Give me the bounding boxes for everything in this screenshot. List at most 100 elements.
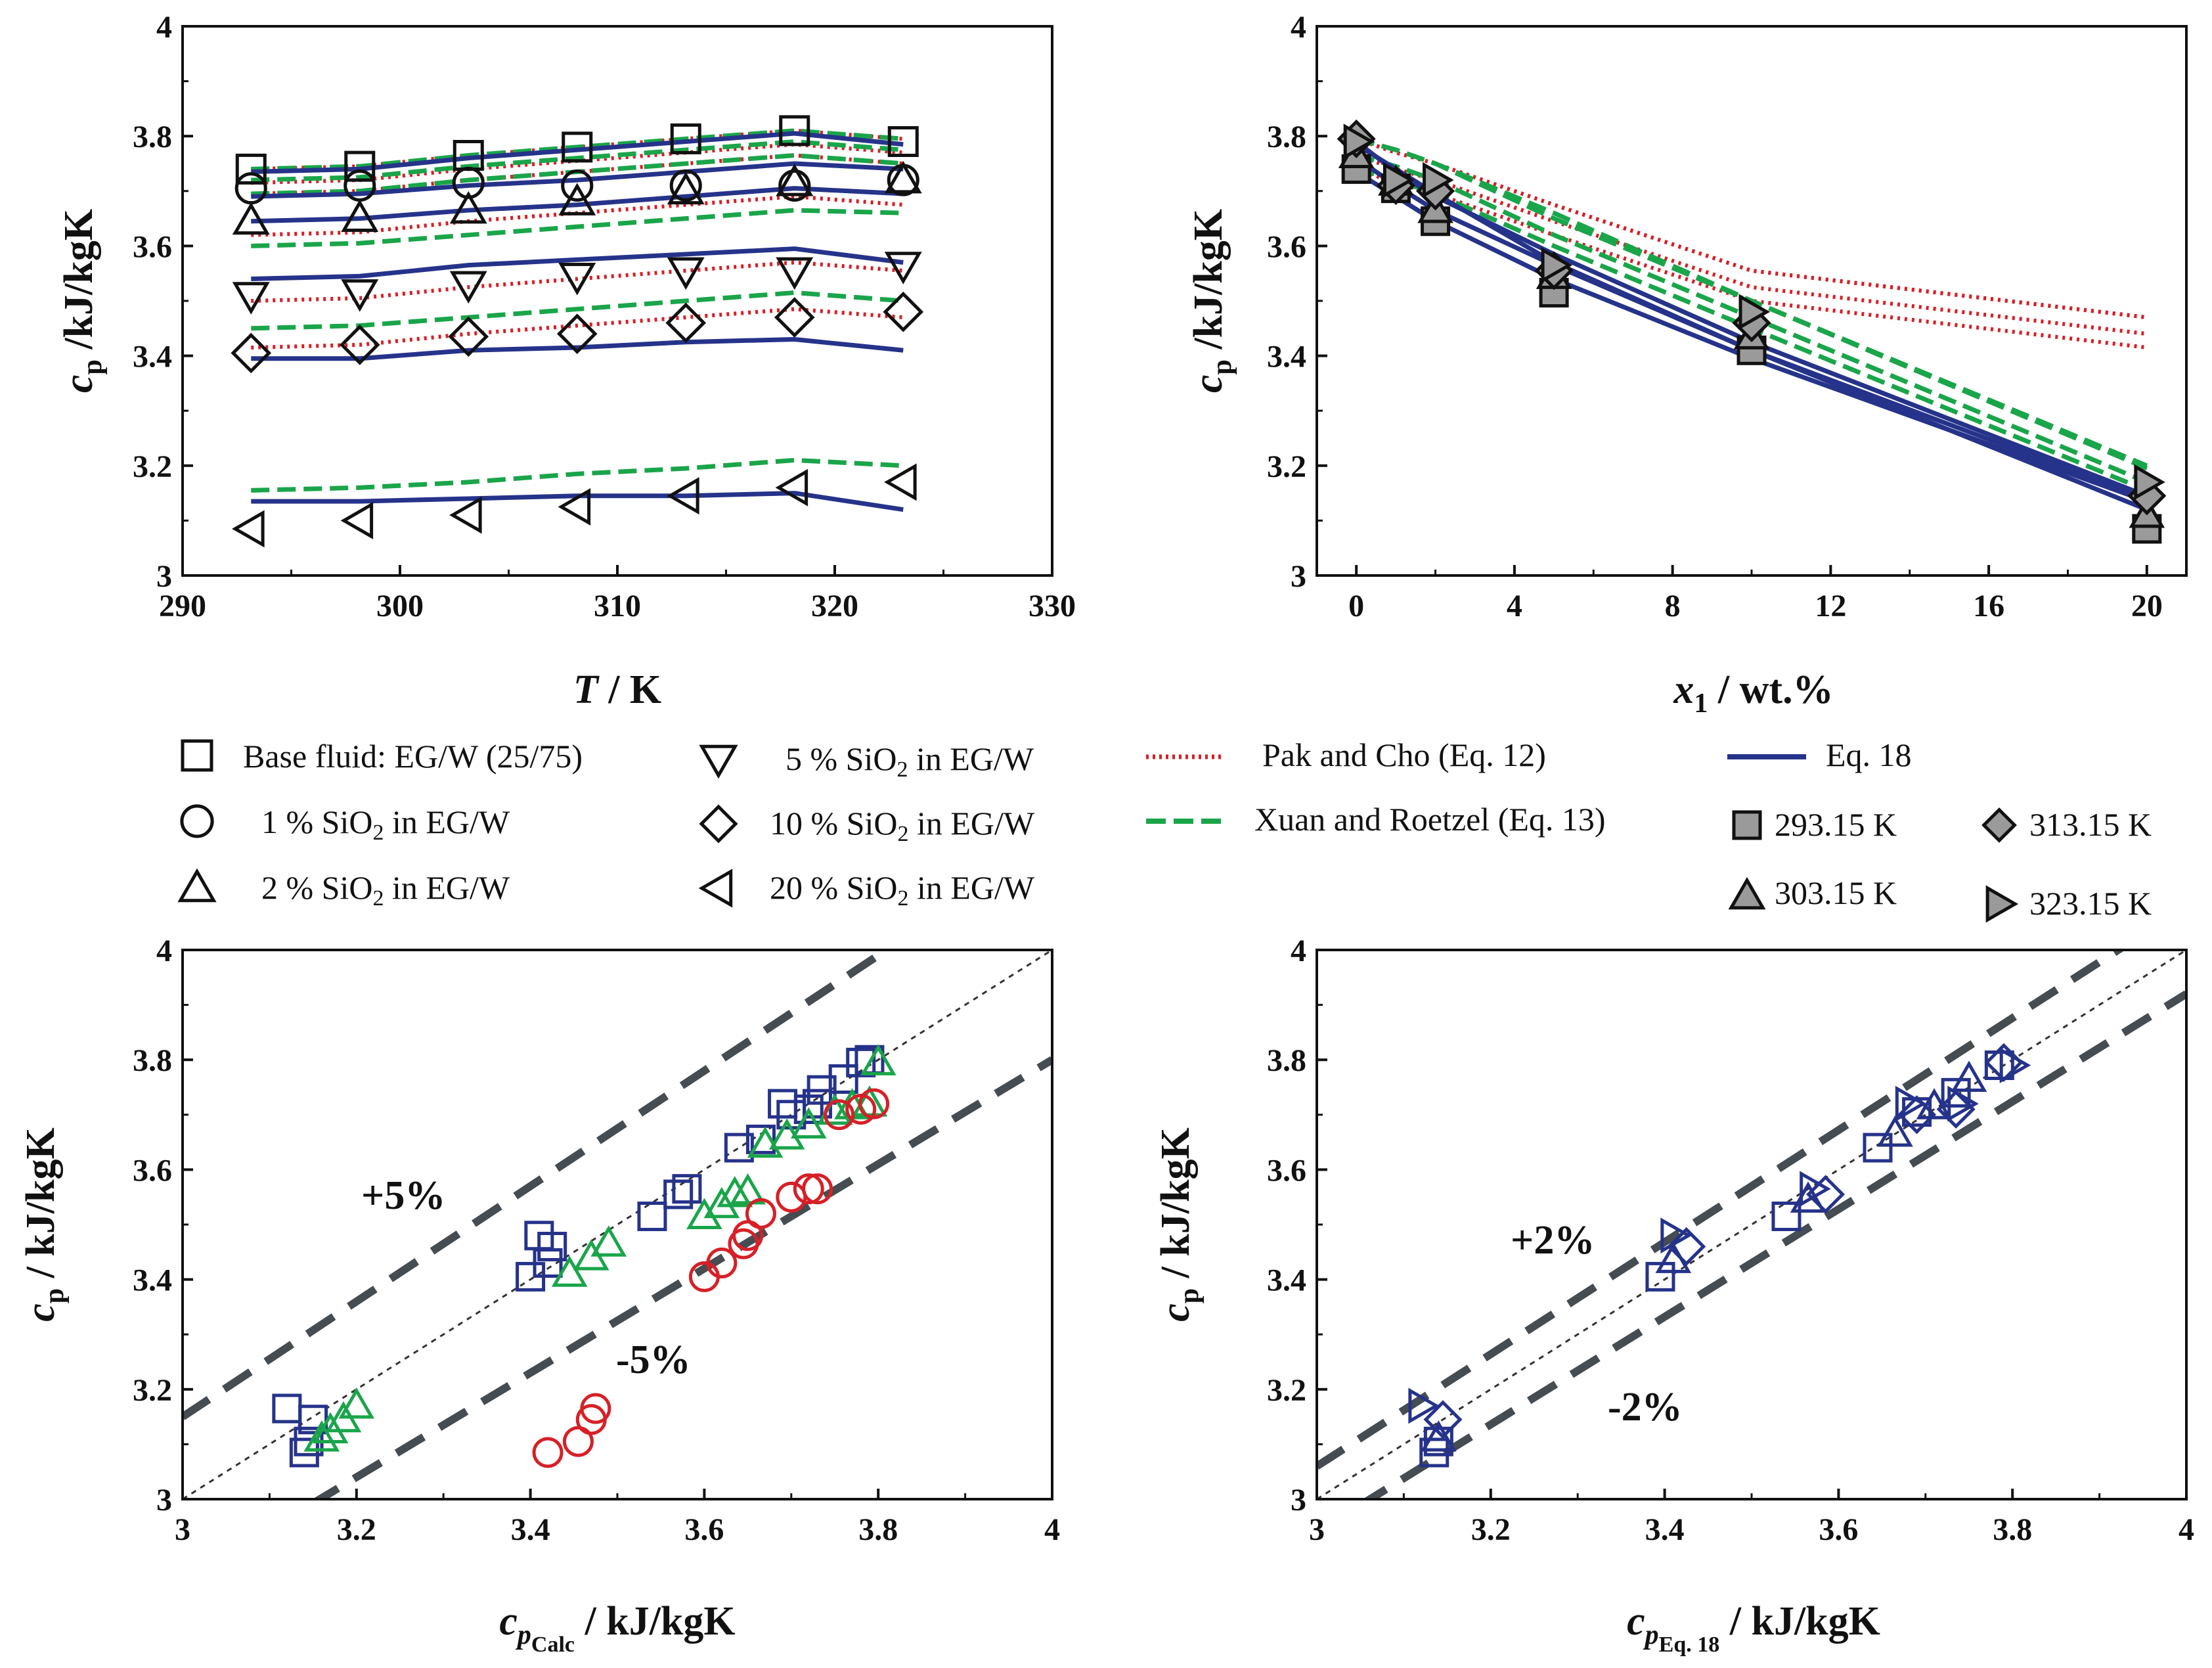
- legend-2pct: 2 % SiO2 in EG/W: [261, 869, 510, 911]
- marker-diamond-0: [231, 332, 272, 374]
- legend-icon-square: [181, 739, 213, 772]
- marker-triangle-left-2: [449, 496, 482, 534]
- parity-marker-triangle-right-2: [1800, 1171, 1831, 1207]
- parity-marker-circle-5: [706, 1248, 738, 1279]
- tl-xtick-label: 300: [376, 589, 424, 623]
- marker-diamond-6: [883, 291, 924, 332]
- parity-marker-triangle-up-12: [768, 1118, 805, 1150]
- tl-xtick-label: 320: [811, 589, 858, 623]
- marker-triangle-right-filled-3: [1541, 247, 1573, 283]
- tr-ytick-label: 3.4: [1267, 340, 1306, 374]
- tl-ylabel: cp /kJ/kgK: [56, 209, 108, 393]
- parity-marker-square-13: [768, 1089, 798, 1119]
- pak-line-4: [251, 260, 904, 303]
- tr-ytick-label: 3: [1291, 559, 1306, 594]
- bl-ytick-label: 3.6: [133, 1153, 172, 1188]
- tr-ytick-label: 3.6: [1267, 229, 1306, 264]
- xuan-line-0: [251, 128, 904, 171]
- bl-ytick-label: 3.2: [133, 1373, 172, 1408]
- parity-marker-square-9: [663, 1179, 694, 1209]
- marker-circle-4: [669, 169, 702, 202]
- tr-xtick-label: 4: [1507, 589, 1522, 623]
- parity-line: [183, 950, 1052, 1499]
- parity-marker-square-16: [803, 1089, 833, 1119]
- eq18-line-2: [251, 186, 904, 224]
- marker-diamond-3: [556, 313, 598, 354]
- panel-concentration: 0 4 8 12 16 20 3 3.2 3.4 3.6 3.8 4: [1267, 10, 2188, 623]
- marker-triangle-right-filled-4: [1738, 294, 1771, 330]
- legend-pak: Pak and Cho (Eq. 12): [1262, 736, 1546, 773]
- parity-marker-triangle-up-0: [1421, 1420, 1457, 1452]
- parity-marker-triangle-right-3: [1895, 1085, 1927, 1122]
- marker-square-6: [887, 126, 919, 158]
- parity-marker-diamond-2: [1806, 1175, 1846, 1214]
- br-ytick-label: 4: [1291, 934, 1306, 968]
- br-xtick-label: 3.4: [1645, 1512, 1685, 1547]
- parity-marker-square-1: [289, 1437, 319, 1468]
- eq18-line-1: [251, 161, 904, 199]
- tl-ytick-label: 3.4: [133, 340, 172, 374]
- parity-marker-triangle-up-10: [730, 1173, 766, 1205]
- xuan-line-1: [251, 139, 904, 183]
- marker-circle-5: [778, 169, 811, 202]
- tl-ytick-label: 3.2: [133, 449, 172, 484]
- parity-marker-square-8: [637, 1201, 667, 1231]
- panel-temperature: 290 300 310 320 330 3 3.2 3.4 3.6 3.8 4: [133, 10, 1076, 623]
- legend-10pct: 10 % SiO2 in EG/W: [770, 805, 1035, 846]
- parity-marker-circle-12: [824, 1099, 855, 1131]
- tr-xtick-label: 20: [2131, 589, 2163, 623]
- legend-icon-diamond: [699, 804, 738, 844]
- marker-square-4: [670, 123, 701, 154]
- parity-marker-square-19: [846, 1047, 876, 1077]
- legend-icon-303: [1728, 876, 1766, 910]
- marker-square-5: [779, 115, 810, 147]
- band-upper: [183, 950, 894, 1420]
- parity-marker-circle-8: [745, 1198, 776, 1229]
- parity-marker-diamond-0: [1423, 1400, 1463, 1439]
- parity-marker-square-0: [1419, 1437, 1449, 1468]
- br-xlabel: cpEq. 18 / kJ/kgK: [1627, 1599, 1880, 1657]
- parity-marker-circle-0: [532, 1437, 564, 1468]
- parity-marker-triangle-up-16: [851, 1085, 888, 1117]
- tr-ytick-label: 3.8: [1267, 120, 1306, 154]
- legend-5pct: 5 % SiO2 in EG/W: [785, 740, 1034, 782]
- parity-marker-square-0: [272, 1393, 302, 1424]
- parity-marker-square-10: [672, 1174, 702, 1204]
- legend-20pct: 20 % SiO2 in EG/W: [770, 869, 1035, 911]
- parity-marker-diamond-3: [1897, 1095, 1937, 1135]
- tr-ylabel: cp /kJ/kgK: [1186, 209, 1237, 393]
- pak-line-0: [1356, 167, 2148, 350]
- tr-xtick-label: 0: [1348, 589, 1364, 623]
- marker-diamond-5: [774, 297, 815, 338]
- parity-marker-circle-10: [793, 1173, 824, 1205]
- marker-triangle-right-filled-0: [1343, 124, 1375, 160]
- marker-triangle-right-filled-1: [1382, 162, 1415, 198]
- bl-xlabel: cpCalc / kJ/kgK: [499, 1599, 735, 1657]
- bl-ylabel: cp / kJ/kgK: [18, 1127, 70, 1322]
- br-xtick-label: 3.8: [1993, 1512, 2032, 1547]
- tr-xtick-label: 16: [1973, 589, 2004, 623]
- marker-triangle-down-1: [341, 279, 379, 312]
- br-xtick-label: 3.2: [1471, 1512, 1511, 1547]
- marker-triangle-up-0: [232, 202, 270, 235]
- band-lower: [1362, 990, 2186, 1499]
- marker-triangle-right-filled-2: [1423, 162, 1454, 198]
- legend-313: 313.15 K: [2029, 806, 2152, 843]
- legend-icon-triangle-up: [177, 868, 217, 903]
- bl-xtick-label: 3.8: [858, 1512, 898, 1547]
- legend-323: 323.15 K: [2029, 885, 2152, 922]
- legend-icon-293: [1732, 810, 1762, 840]
- pak-line-1: [1356, 153, 2148, 336]
- marker-triangle-up-6: [884, 160, 922, 194]
- parity-marker-triangle-right-1: [1660, 1217, 1692, 1254]
- marker-triangle-down-3: [558, 263, 596, 296]
- marker-triangle-left-5: [775, 468, 808, 507]
- br-ylabel: cp / kJ/kgK: [1153, 1127, 1205, 1322]
- marker-triangle-left-0: [232, 510, 265, 548]
- parity-marker-triangle-up-0: [303, 1420, 340, 1452]
- bl-xtick-label: 3.4: [511, 1512, 550, 1547]
- tl-xtick-label: 330: [1029, 589, 1076, 623]
- bl-xtick-label: 3.2: [337, 1512, 376, 1547]
- tl-xtick-label: 290: [159, 589, 206, 623]
